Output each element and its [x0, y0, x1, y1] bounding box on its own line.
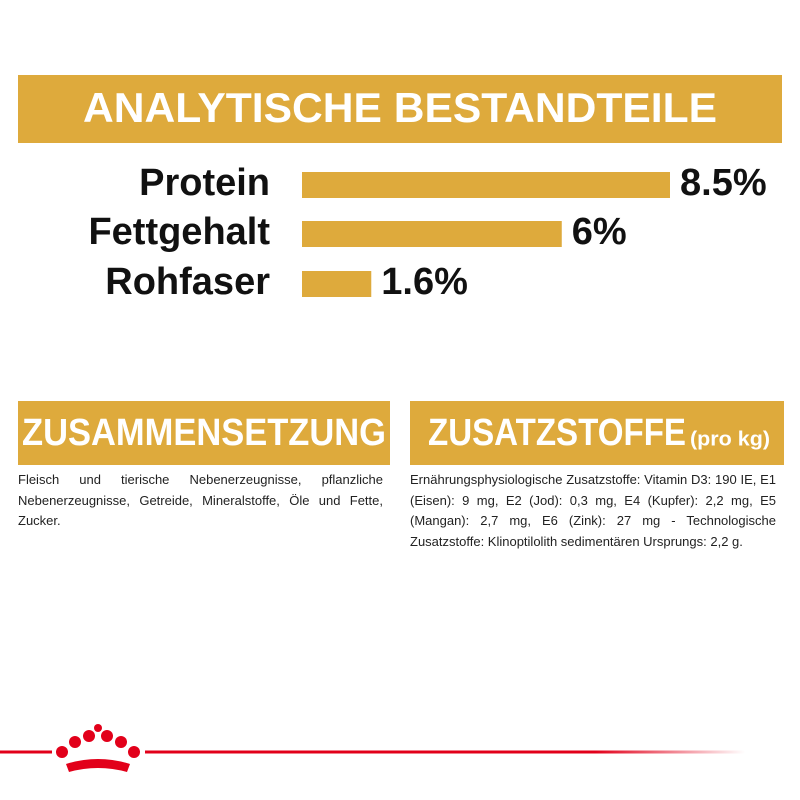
logo	[56, 724, 140, 772]
section-text: Fleisch und tierische Nebenerzeugnisse, …	[18, 472, 383, 528]
section-title: ZUSATZSTOFFE	[428, 412, 686, 454]
bar	[302, 172, 670, 198]
section-banner	[18, 401, 390, 465]
chart-title: ANALYTISCHE BESTANDTEILE	[83, 84, 717, 131]
title-banner	[18, 75, 782, 143]
category-label: Protein	[139, 162, 270, 204]
category-label: Rohfaser	[105, 261, 270, 303]
bar	[302, 271, 372, 297]
value-label: 8.5%	[680, 162, 767, 204]
section-title: ZUSAMMENSETZUNG	[22, 412, 386, 454]
section-subtitle: (pro kg)	[690, 428, 770, 450]
value-label: 6%	[572, 211, 627, 253]
section-text: Ernährungsphysiologische Zusatzstoffe: V…	[410, 472, 776, 549]
footer-line	[145, 750, 745, 754]
bar	[302, 221, 562, 247]
value-label: 1.6%	[381, 261, 468, 303]
category-label: Fettgehalt	[88, 211, 270, 253]
section-banner	[410, 401, 784, 465]
